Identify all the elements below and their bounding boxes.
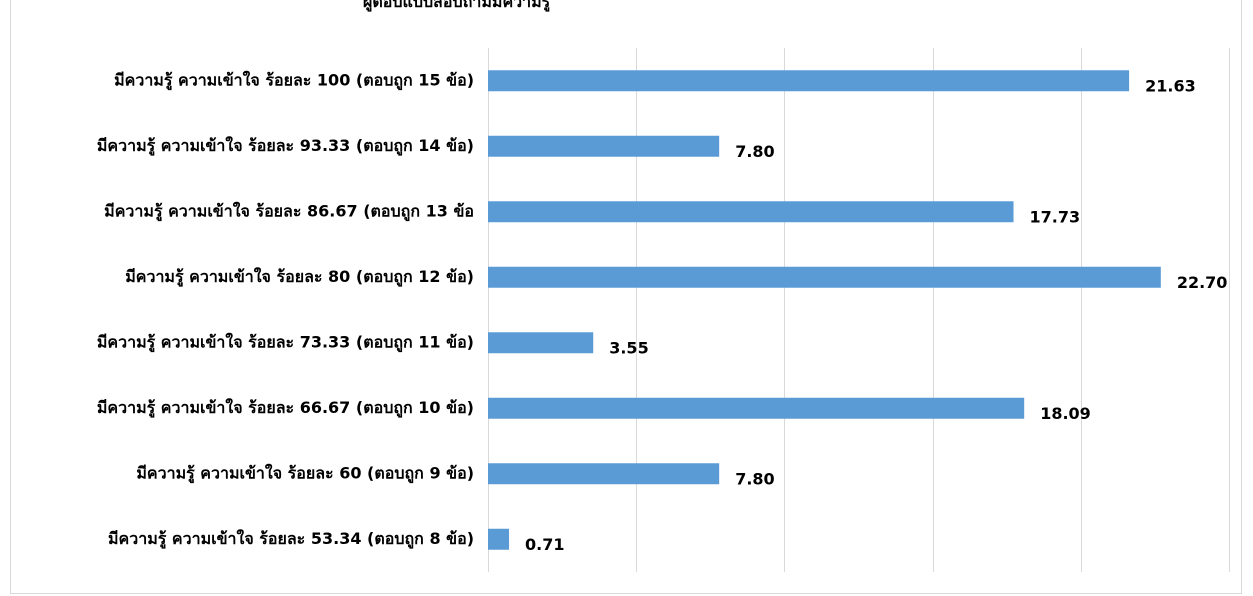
category-label: มีความรู้ ความเข้าใจ ร้อยละ 66.67 (ตอบถู… [97,398,474,419]
data-label: 7.80 [735,469,774,488]
bar [488,528,510,550]
chart-title: ผู้ตอบแบบสอบถามมีความรู้ [363,0,551,11]
data-label: 17.73 [1030,207,1081,226]
bar [488,201,1014,223]
category-label: มีความรู้ ความเข้าใจ ร้อยละ 60 (ตอบถูก 9… [136,463,474,484]
data-label: 18.09 [1040,404,1091,423]
chart-frame [10,0,1242,594]
category-label: มีความรู้ ความเข้าใจ ร้อยละ 86.67 (ตอบถู… [104,201,474,222]
bar [488,135,720,157]
category-label: มีความรู้ ความเข้าใจ ร้อยละ 100 (ตอบถูก … [114,70,474,91]
data-label: 7.80 [735,142,774,161]
data-label: 3.55 [609,338,648,357]
category-label: มีความรู้ ความเข้าใจ ร้อยละ 93.33 (ตอบถู… [97,136,474,157]
category-label: มีความรู้ ความเข้าใจ ร้อยละ 80 (ตอบถูก 1… [125,267,474,288]
bar [488,397,1025,419]
bar [488,70,1130,92]
bar [488,332,594,354]
data-label: 21.63 [1145,76,1196,95]
data-label: 22.70 [1177,273,1228,292]
bar [488,266,1161,288]
bar [488,463,720,485]
data-label: 0.71 [525,535,564,554]
category-label: มีความรู้ ความเข้าใจ ร้อยละ 53.34 (ตอบถู… [108,529,474,550]
category-label: มีความรู้ ความเข้าใจ ร้อยละ 73.33 (ตอบถู… [97,332,474,353]
